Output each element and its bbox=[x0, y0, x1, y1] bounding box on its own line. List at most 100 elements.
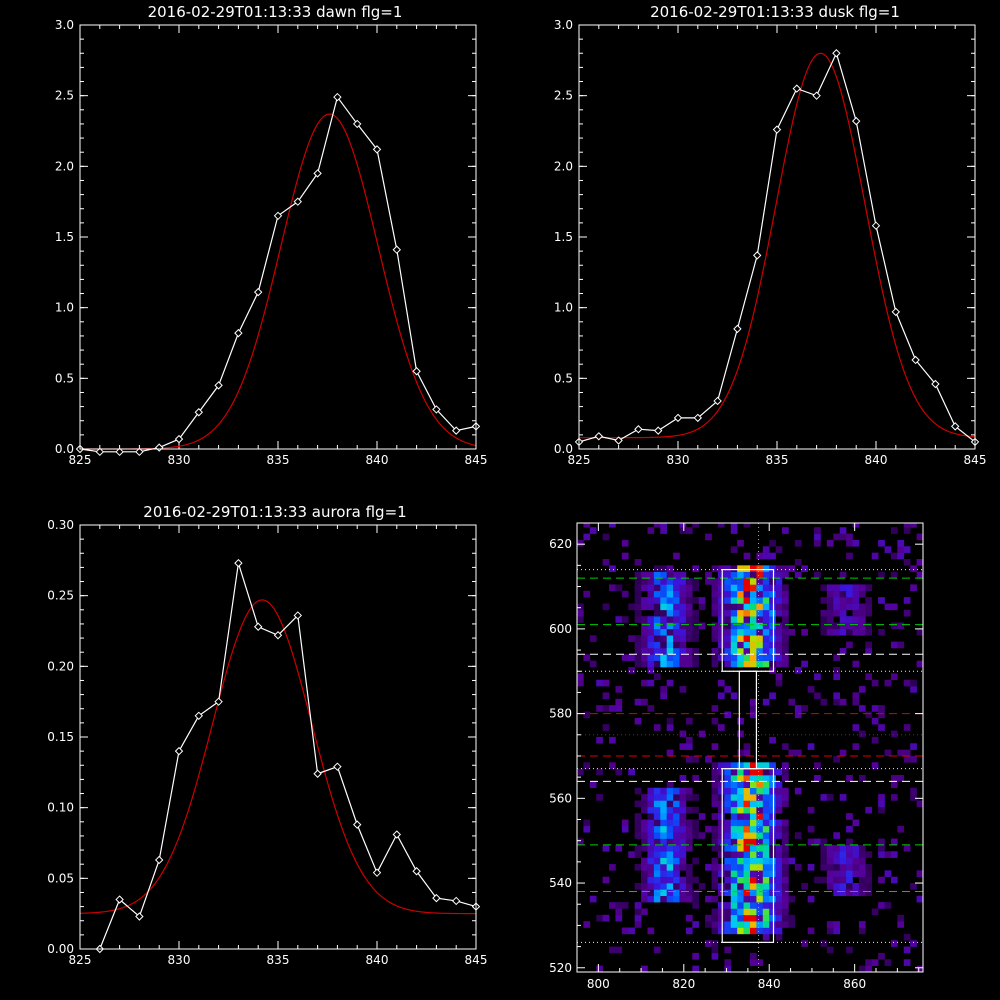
heatmap-cell bbox=[724, 902, 732, 909]
heatmap-cell bbox=[852, 622, 860, 630]
dusk-plot-frame bbox=[578, 24, 976, 450]
heatmap-cell bbox=[769, 768, 776, 776]
heatmap-cell bbox=[750, 921, 757, 928]
heatmap-cell bbox=[724, 946, 732, 954]
heatmap-cell bbox=[679, 806, 687, 814]
heatmap-cell bbox=[750, 813, 757, 820]
heatmap-cell bbox=[602, 692, 610, 700]
heatmap-cell bbox=[685, 755, 693, 763]
heatmap-cell bbox=[730, 571, 738, 579]
heatmap-cell bbox=[724, 584, 732, 592]
heatmap-cell bbox=[730, 857, 738, 865]
heatmap-cell bbox=[750, 870, 757, 877]
heatmap-cell bbox=[903, 559, 911, 566]
heatmap-cell bbox=[577, 616, 584, 623]
heatmap-cell bbox=[717, 781, 725, 789]
heatmap-cell bbox=[653, 946, 661, 954]
heatmap-cell bbox=[660, 622, 668, 630]
data-point bbox=[412, 867, 421, 876]
heatmap-cell bbox=[769, 590, 776, 598]
heatmap-cell bbox=[858, 889, 866, 897]
heatmap-cell bbox=[711, 857, 719, 865]
heatmap-cell bbox=[589, 781, 597, 789]
heatmap-cell bbox=[775, 628, 783, 636]
heatmap-cell bbox=[782, 584, 789, 592]
y-tick-label: 1.0 bbox=[55, 301, 74, 315]
heatmap-cell bbox=[679, 889, 687, 897]
heatmap-cell bbox=[653, 571, 661, 579]
data-point bbox=[115, 447, 124, 457]
heatmap-cell bbox=[756, 654, 764, 661]
heatmap-cell bbox=[647, 578, 655, 585]
heatmap-cell bbox=[647, 794, 655, 801]
heatmap-cell bbox=[852, 883, 860, 890]
heatmap-cell bbox=[711, 603, 719, 611]
heatmap-cell bbox=[743, 616, 751, 623]
heatmap-cell bbox=[756, 832, 764, 839]
heatmap-cell bbox=[737, 813, 744, 820]
heatmap-cell bbox=[653, 857, 661, 865]
heatmap-cell bbox=[865, 959, 873, 966]
heatmap-cell bbox=[666, 876, 674, 884]
heatmap-cell bbox=[698, 813, 706, 820]
heatmap-cell bbox=[666, 571, 674, 579]
heatmap-cell bbox=[724, 794, 732, 801]
heatmap-cell bbox=[878, 539, 885, 547]
heatmap-cell bbox=[730, 813, 738, 820]
heatmap-cell bbox=[711, 565, 719, 573]
heatmap-cell bbox=[724, 571, 732, 579]
heatmap-cell bbox=[583, 523, 591, 528]
heatmap-cell bbox=[711, 927, 719, 935]
heatmap-cell bbox=[910, 679, 917, 687]
heatmap-cell bbox=[737, 768, 744, 776]
heatmap-cell bbox=[730, 794, 738, 801]
heatmap-cell bbox=[685, 927, 693, 935]
heatmap-cell bbox=[762, 825, 770, 833]
heatmap-cell bbox=[750, 654, 757, 661]
heatmap-cell bbox=[596, 768, 603, 776]
heatmap-cell bbox=[782, 571, 789, 579]
heatmap-cell bbox=[717, 616, 725, 623]
heatmap-cell bbox=[839, 876, 847, 884]
heatmap-cell bbox=[782, 863, 789, 871]
heatmap-cell bbox=[685, 603, 693, 611]
heatmap-cell bbox=[852, 743, 860, 750]
heatmap-cell bbox=[621, 552, 629, 560]
heatmap-cell bbox=[743, 523, 751, 528]
heatmap-cell bbox=[865, 883, 873, 890]
heatmap-cell bbox=[878, 724, 885, 731]
heatmap-cell bbox=[852, 851, 860, 858]
heatmap-cell bbox=[878, 806, 885, 814]
data-point bbox=[333, 762, 342, 771]
x-tick-label: 825 bbox=[568, 453, 591, 467]
heatmap-cell bbox=[775, 673, 783, 681]
heatmap-cell bbox=[679, 603, 687, 611]
heatmap-cell bbox=[890, 876, 898, 884]
heatmap-cell bbox=[890, 622, 898, 630]
heatmap-cell bbox=[666, 895, 674, 903]
heatmap-cell bbox=[846, 590, 853, 598]
heatmap-cell bbox=[833, 590, 841, 598]
heatmap-cell bbox=[666, 717, 674, 725]
heatmap-cell bbox=[897, 825, 905, 833]
heatmap-cell bbox=[615, 768, 623, 776]
heatmap-cell bbox=[769, 654, 776, 661]
heatmap-cell bbox=[717, 832, 725, 839]
heatmap-cell bbox=[730, 819, 738, 827]
heatmap-cell bbox=[916, 571, 923, 579]
heatmap-cell bbox=[820, 628, 828, 636]
heatmap-cell bbox=[647, 857, 655, 865]
heatmap-cell bbox=[743, 806, 751, 814]
heatmap-cell bbox=[775, 622, 783, 630]
heatmap-cell bbox=[634, 800, 642, 808]
heatmap-cell bbox=[685, 883, 693, 890]
heatmap-cell bbox=[679, 635, 687, 642]
y-tick-label: 600 bbox=[549, 622, 572, 636]
heatmap-cell bbox=[833, 667, 841, 674]
heatmap-cell bbox=[628, 851, 635, 858]
heatmap-cell bbox=[679, 571, 687, 579]
heatmap-cell bbox=[602, 679, 610, 687]
heatmap-cell bbox=[698, 622, 706, 630]
heatmap-cell bbox=[743, 787, 751, 795]
heatmap-cell bbox=[660, 628, 668, 636]
